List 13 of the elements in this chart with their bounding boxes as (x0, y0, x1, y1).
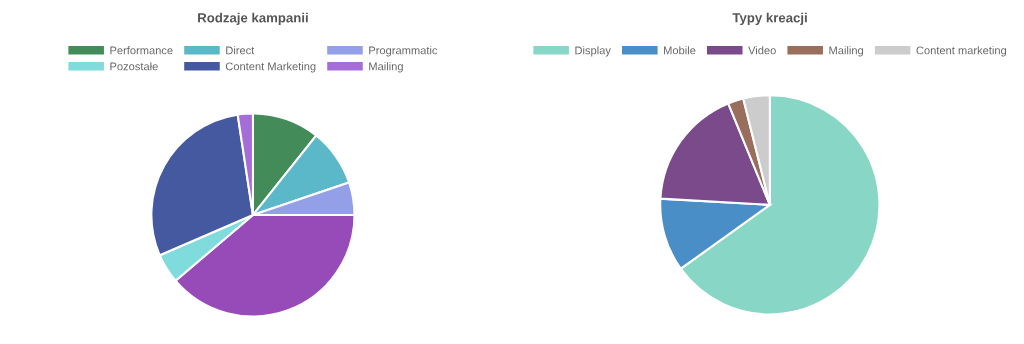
legend-label: Display (575, 46, 611, 57)
legend-label: Pozostałe (110, 62, 158, 71)
chart-title: Rodzaje kampanii (198, 12, 308, 26)
legend-label: Mobile (664, 46, 696, 55)
legend-label: Direct (226, 46, 255, 55)
legend-label: Mailing (369, 62, 403, 73)
legend-label: Video (748, 46, 776, 55)
legend-label: Programmatic (369, 46, 438, 57)
chart-title: Typy kreacji (732, 12, 807, 26)
legend-label: Content Marketing (225, 62, 316, 73)
legend-label: Mailing (829, 46, 864, 57)
legend-label: Content marketing (916, 46, 1007, 57)
legend-label: Performance (110, 46, 173, 55)
